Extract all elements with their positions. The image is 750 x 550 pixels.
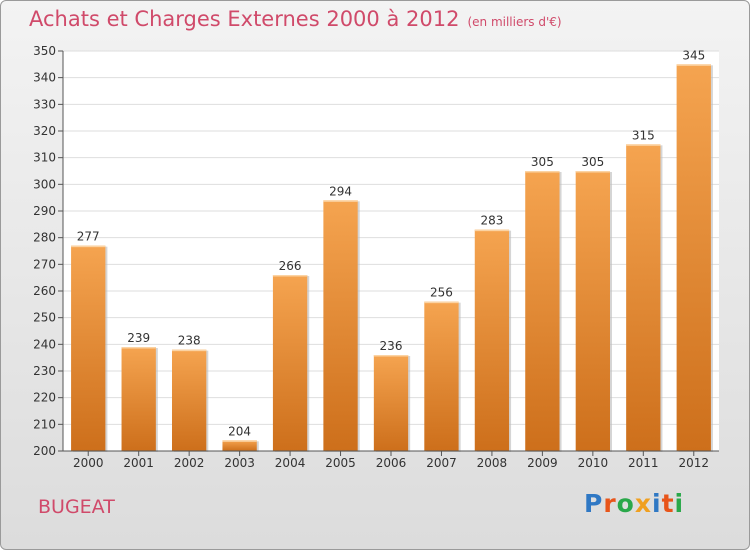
x-tick-label-2003: 2003 [224, 456, 255, 470]
data-label-2007: 256 [430, 286, 453, 300]
chart-unit: (en milliers d'€) [467, 15, 562, 29]
bar-highlight [525, 171, 560, 173]
data-labels: 277 239 238 204 266 294 236 256 283 305 305 315 345 [77, 48, 705, 438]
x-tick-label-2008: 2008 [477, 456, 508, 470]
bar-2009 [525, 171, 560, 451]
x-axis-ticks: 2000 2001 2002 2003 2004 2005 2006 2007 2008 2009… [73, 451, 709, 470]
x-tick-label-2011: 2011 [628, 456, 659, 470]
y-tick-label: 320 [33, 124, 56, 138]
bar-2001 [121, 347, 156, 451]
x-tick-label-2010: 2010 [578, 456, 609, 470]
data-label-2008: 283 [480, 214, 503, 228]
bar-2011 [626, 144, 661, 452]
logo-letter: r [603, 489, 617, 518]
bar-2003 [222, 440, 257, 451]
bar-highlight [575, 171, 611, 173]
x-tick-label-2000: 2000 [73, 456, 104, 470]
data-label-2002: 238 [178, 334, 201, 348]
x-tick-label-2006: 2006 [376, 456, 407, 470]
bar-highlight [222, 440, 257, 442]
logo-letter: i [674, 489, 685, 518]
bar-2000 [71, 245, 106, 451]
chart-title: Achats et Charges Externes 2000 à 2012 (e… [29, 7, 562, 31]
bar-highlight [323, 200, 358, 202]
bars [71, 64, 713, 453]
bar-highlight [676, 64, 711, 66]
bar-highlight [424, 301, 459, 304]
bar-highlight [171, 349, 207, 352]
x-tick-label-2007: 2007 [426, 456, 457, 470]
y-tick-label: 270 [33, 257, 56, 271]
x-tick-label-2009: 2009 [527, 456, 558, 470]
bar-highlight [373, 355, 409, 357]
y-tick-label: 220 [33, 391, 56, 405]
bar-2005 [323, 200, 358, 451]
bar-2006 [373, 355, 409, 451]
y-tick-label: 300 [33, 177, 56, 191]
y-tick-label: 250 [33, 311, 56, 325]
x-tick-label-2001: 2001 [123, 456, 154, 470]
logo-letter: P [584, 489, 604, 518]
y-tick-label: 340 [33, 71, 56, 85]
x-tick-label-2002: 2002 [174, 456, 205, 470]
data-label-2000: 277 [77, 230, 100, 244]
x-tick-label-2004: 2004 [275, 456, 306, 470]
proxiti-logo: Proxiti [584, 489, 684, 518]
logo-letter: t [661, 489, 675, 518]
y-axis-ticks: 200 210 220 230 240 250 260 270 280 290 300 310 320 3… [33, 44, 63, 458]
y-tick-label: 280 [33, 231, 56, 245]
y-tick-label: 230 [33, 364, 56, 378]
data-label-2001: 239 [127, 331, 150, 345]
bar-highlight [474, 229, 510, 232]
data-label-2009: 305 [531, 155, 554, 169]
bar-2008 [474, 229, 510, 451]
bar-highlight [626, 144, 661, 146]
bar-2010 [575, 171, 611, 451]
y-tick-label: 290 [33, 204, 56, 218]
logo-letter: i [652, 489, 662, 518]
logo-letter: x [634, 489, 652, 518]
data-label-2005: 294 [329, 184, 352, 198]
data-label-2004: 266 [279, 259, 302, 273]
bar-2002 [171, 349, 207, 451]
bar-2007 [424, 301, 459, 451]
location-label: BUGEAT [38, 496, 115, 518]
y-tick-label: 310 [33, 151, 56, 165]
data-label-2006: 236 [380, 339, 403, 353]
y-tick-label: 350 [33, 44, 56, 58]
y-tick-label: 240 [33, 337, 56, 351]
y-tick-label: 260 [33, 284, 56, 298]
y-tick-label: 330 [33, 97, 56, 111]
data-label-2012: 345 [682, 48, 705, 62]
x-tick-label-2012: 2012 [678, 456, 709, 470]
bar-2004 [272, 275, 308, 451]
data-label-2003: 204 [228, 424, 251, 438]
data-label-2010: 305 [581, 155, 604, 169]
chart-title-text: Achats et Charges Externes 2000 à 2012 [29, 7, 460, 31]
y-tick-label: 200 [33, 444, 56, 458]
x-tick-label-2005: 2005 [325, 456, 356, 470]
bar-highlight [71, 245, 106, 248]
y-tick-label: 210 [33, 417, 56, 431]
data-label-2011: 315 [632, 128, 655, 142]
bar-highlight [121, 347, 156, 349]
bar-2012 [676, 64, 711, 452]
bar-highlight [272, 275, 308, 277]
logo-letter: o [616, 489, 635, 518]
